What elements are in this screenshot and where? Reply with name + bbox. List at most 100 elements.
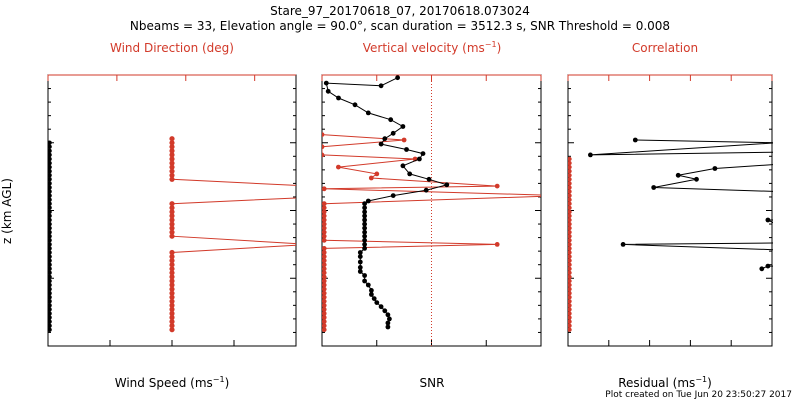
vertical-velocity-point (322, 307, 327, 312)
wind-speed-point (48, 270, 52, 276)
snr-point (357, 265, 363, 270)
vertical-velocity-point (322, 266, 327, 272)
snr-point (390, 130, 396, 136)
correlation-point (568, 160, 572, 166)
wind-speed-point (48, 164, 52, 170)
correlation-point (568, 230, 572, 235)
snr-point (357, 269, 363, 274)
correlation-point (568, 254, 572, 259)
snr-point (362, 273, 367, 278)
wind-direction-point (169, 233, 175, 239)
correlation-point (568, 319, 572, 324)
wind-speed-point (48, 246, 52, 251)
correlation-point (568, 213, 572, 219)
wind-speed-point (48, 278, 52, 284)
wind-speed-point (48, 189, 52, 194)
vertical-velocity-point (322, 221, 327, 227)
snr-point (417, 156, 422, 162)
vertical-velocity-point (322, 327, 327, 333)
vertical-velocity-point (322, 298, 327, 304)
snr-point (378, 141, 384, 147)
wind-direction-point (169, 229, 175, 235)
wind-speed-point (48, 197, 52, 202)
residual-point (765, 263, 771, 269)
vertical-velocity-point (322, 294, 327, 300)
correlation-point (568, 274, 572, 280)
vertical-velocity-point (494, 242, 500, 247)
panel-wind: Wind Direction (deg) z (km AGL) Wind Spe… (0, 41, 297, 390)
residual-point (774, 247, 779, 252)
wind-direction-point (169, 298, 175, 304)
snr-point (362, 205, 367, 211)
vertical-velocity-point (336, 164, 341, 170)
correlation-point (568, 299, 572, 304)
residual-point (620, 242, 626, 247)
wind-direction-point (169, 172, 175, 178)
wind-direction-point (169, 164, 175, 170)
wind-speed-point (48, 144, 52, 150)
wind-direction-axis-title: Wind Direction (deg) (110, 41, 234, 55)
correlation-point (568, 307, 572, 312)
correlation-point (568, 221, 572, 227)
correlation-point (568, 246, 572, 251)
correlation-point (568, 303, 572, 308)
snr-point (400, 124, 406, 129)
snr-point (325, 88, 331, 94)
plot-area (322, 75, 541, 346)
vertical-velocity-point (322, 217, 327, 223)
correlation-point (568, 278, 572, 284)
correlation-point (568, 238, 572, 243)
vertical-velocity-point (322, 254, 327, 259)
snr-point (365, 110, 371, 116)
snr-point (378, 83, 384, 89)
wind-direction-point (169, 262, 175, 268)
wind-speed-point (48, 152, 52, 158)
correlation-point (568, 185, 572, 190)
vertical-velocity-point (322, 250, 327, 255)
wind-direction-point (169, 209, 175, 215)
wind-direction-point (169, 327, 175, 333)
residual-point (632, 137, 638, 143)
vertical-velocity-point (374, 171, 380, 177)
snr-point (407, 171, 413, 177)
vertical-velocity-point (322, 213, 327, 219)
wind-speed-point (48, 185, 52, 190)
snr-line (325, 77, 449, 327)
snr-point (444, 182, 450, 188)
wind-speed-point (48, 238, 52, 243)
vertical-velocity-point (368, 175, 374, 181)
correlation-point (568, 315, 572, 320)
residual-point (774, 218, 779, 223)
wind-speed-point (48, 168, 52, 174)
wind-speed-point (48, 181, 52, 186)
snr-point (362, 233, 367, 239)
vertical-velocity-point (322, 205, 327, 211)
vertical-velocity-point (322, 319, 327, 324)
wind-direction-point (169, 310, 175, 317)
wind-direction-point (169, 225, 175, 231)
snr-point (362, 225, 367, 231)
snr-point (362, 242, 367, 247)
wind-speed-point (48, 250, 52, 255)
vertical-velocity-point (322, 282, 327, 288)
correlation-point (568, 242, 572, 247)
panel-vertical-velocity: Vertical velocity (ms−1) SNR (321, 40, 542, 390)
wind-speed-point (48, 274, 52, 280)
wind-speed-point (48, 148, 52, 154)
correlation-point (568, 291, 572, 296)
correlation-point (568, 205, 572, 210)
snr-point (352, 102, 358, 108)
correlation-point (568, 197, 572, 202)
wind-direction-point (169, 217, 175, 223)
wind-direction-point (169, 156, 175, 162)
wind-speed-point (48, 193, 52, 198)
wind-speed-point (48, 290, 52, 296)
snr-point (395, 75, 400, 81)
vertical-velocity-point (322, 290, 327, 296)
panel-residual: Correlation Residual (ms−1) (567, 41, 779, 390)
snr-point (390, 193, 396, 199)
wind-speed-point (48, 303, 52, 308)
residual-point (675, 172, 681, 178)
snr-point (369, 288, 374, 293)
